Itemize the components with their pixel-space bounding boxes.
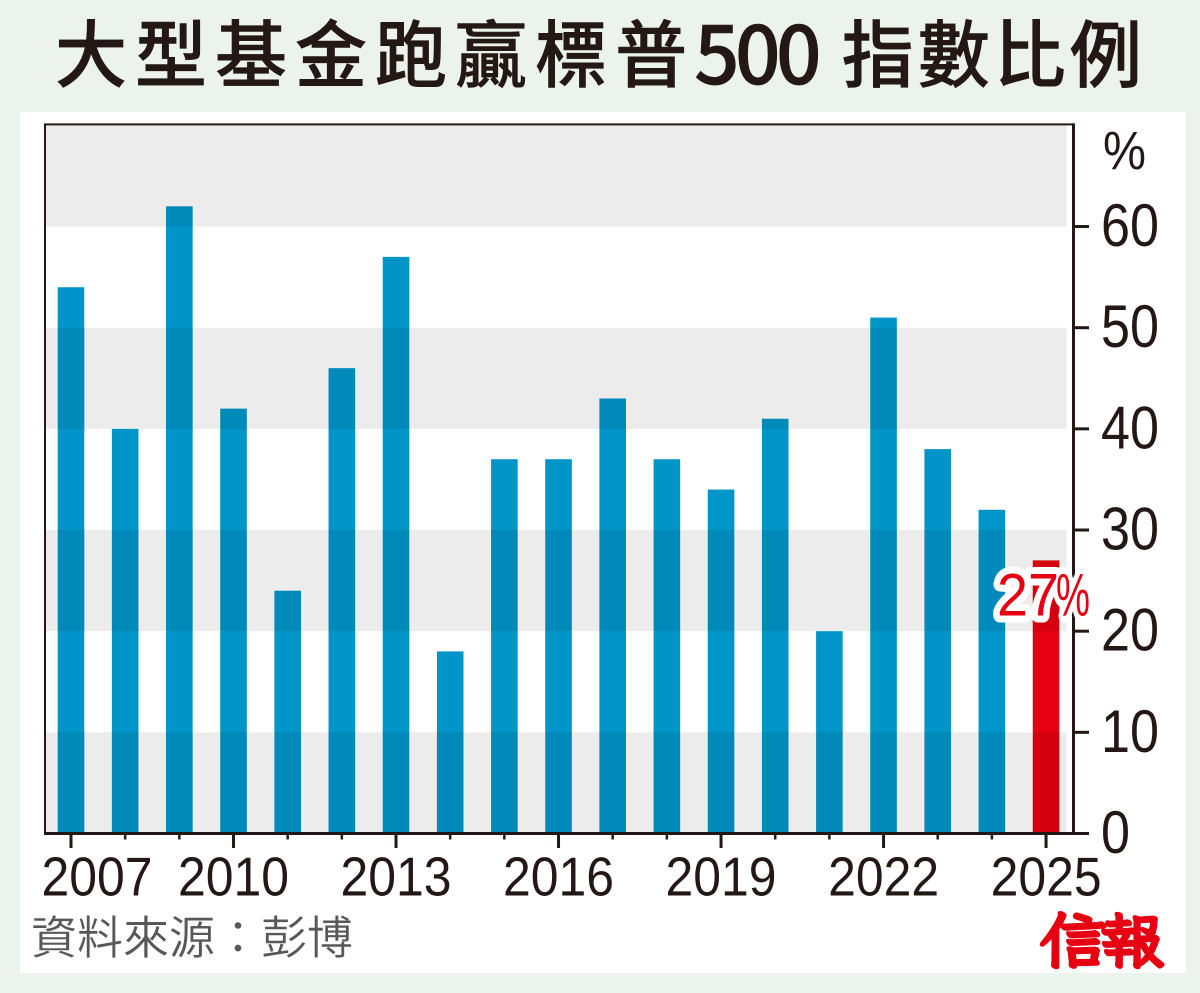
bars-group: [57, 206, 1060, 833]
bar-2017: [599, 398, 626, 832]
background-bands-group: [46, 125, 1067, 832]
bar-2021: [816, 631, 843, 832]
chart-title: [57, 18, 1138, 89]
y-axis-ticks: [1075, 225, 1089, 835]
y-axis-label-50: 50: [1101, 293, 1159, 360]
y-axis-label-0: 0: [1101, 799, 1130, 866]
bar-2009: [166, 206, 193, 832]
bar-2011: [274, 590, 301, 832]
y-axis-label-60: 60: [1101, 192, 1159, 259]
bar-2018: [653, 459, 681, 832]
x-minor-tick-2020: [773, 835, 777, 840]
x-minor-tick-2008: [123, 835, 127, 840]
x-major-tick-2019: [719, 835, 723, 848]
highlight-label-percent-fill: %: [1056, 561, 1090, 628]
x-axis-label-2013: 2013: [341, 846, 452, 908]
bar-2010: [220, 408, 247, 832]
y-tick-0: [1075, 832, 1089, 835]
bar-2022: [870, 317, 897, 833]
plot-frame: [44, 123, 1075, 835]
x-minor-tick-2017: [611, 835, 614, 840]
bar-2012: [328, 368, 356, 832]
x-minor-tick-2014: [448, 835, 452, 840]
x-axis-label-2019: 2019: [666, 846, 777, 908]
x-minor-tick-2018: [665, 835, 669, 840]
y-axis-unit-label: %: [1103, 121, 1146, 181]
source-note: [33, 915, 352, 958]
bar-2007: [57, 287, 85, 832]
bar-2024: [978, 509, 1006, 832]
plot-band-20-30: [46, 530, 1067, 632]
x-minor-tick-2023: [936, 835, 939, 840]
y-tick-50: [1075, 326, 1089, 330]
y-axis-label-40: 40: [1101, 394, 1159, 461]
bar-2025: [1032, 560, 1060, 832]
highlight-label-digits-fill: 27: [997, 561, 1059, 628]
plot-border-left: [44, 123, 46, 835]
x-minor-tick-2021: [828, 835, 831, 840]
chart-title-glyphs: [57, 18, 1138, 89]
x-minor-tick-2015: [503, 835, 506, 840]
y-axis-label-10: 10: [1101, 698, 1159, 765]
plot-band-40-50: [46, 327, 1067, 429]
bar-2014: [436, 651, 464, 832]
highlight-label-digits-halo: 27: [997, 561, 1059, 628]
publisher-logo: [1039, 911, 1165, 970]
x-axis-ticks: [69, 835, 1048, 848]
highlight-label-percent-halo: %: [1056, 561, 1090, 628]
y-tick-60: [1075, 225, 1089, 229]
bar-2016: [545, 459, 572, 832]
x-axis-label-2022: 2022: [828, 846, 939, 908]
x-axis-label-2010: 2010: [178, 846, 289, 908]
y-tick-10: [1075, 730, 1089, 734]
x-major-tick-2025: [1044, 835, 1048, 848]
source-note-glyphs: [33, 915, 352, 958]
x-axis-label-2007: 2007: [42, 846, 153, 908]
y-tick-30: [1075, 528, 1089, 532]
x-major-tick-2016: [557, 835, 561, 848]
x-minor-tick-2011: [286, 835, 289, 840]
y-tick-40: [1075, 427, 1089, 431]
y-axis-labels: 0 10 20 30 40 50 60%: [1101, 121, 1159, 866]
x-axis-label-2016: 2016: [503, 846, 614, 908]
bar-2019: [707, 489, 735, 832]
x-minor-tick-2012: [340, 835, 344, 840]
y-axis-line: [1072, 123, 1075, 835]
plot-border-top: [44, 123, 1075, 126]
x-major-tick-2007: [69, 835, 73, 848]
publisher-logo-glyphs: [1039, 911, 1165, 970]
bar-chart-plot: 2007 2010 2013 2016 2019 2022 2025 0 10 20 30 40 50…: [42, 121, 1160, 908]
x-minor-tick-2009: [178, 835, 181, 840]
plot-band-60-70: [46, 125, 1067, 227]
bar-2023: [924, 449, 952, 832]
y-axis-label-30: 30: [1101, 496, 1159, 563]
highlight-value-label: 27%27%: [990, 554, 1097, 635]
y-tick-20: [1075, 629, 1089, 633]
x-minor-tick-2024: [990, 835, 994, 840]
x-axis-label-2025: 2025: [991, 846, 1102, 908]
bar-2008: [111, 428, 139, 832]
x-axis-labels: 2007 2010 2013 2016 2019 2022 2025: [42, 846, 1102, 908]
x-major-tick-2010: [232, 835, 236, 848]
x-axis-line: [44, 832, 1075, 835]
bar-2015: [491, 459, 518, 832]
y-axis-label-20: 20: [1101, 597, 1159, 664]
plot-band-0-10: [46, 732, 1067, 832]
bar-2020: [761, 418, 789, 832]
x-major-tick-2022: [882, 835, 886, 848]
x-major-tick-2013: [394, 835, 398, 848]
bar-2013: [382, 256, 410, 832]
